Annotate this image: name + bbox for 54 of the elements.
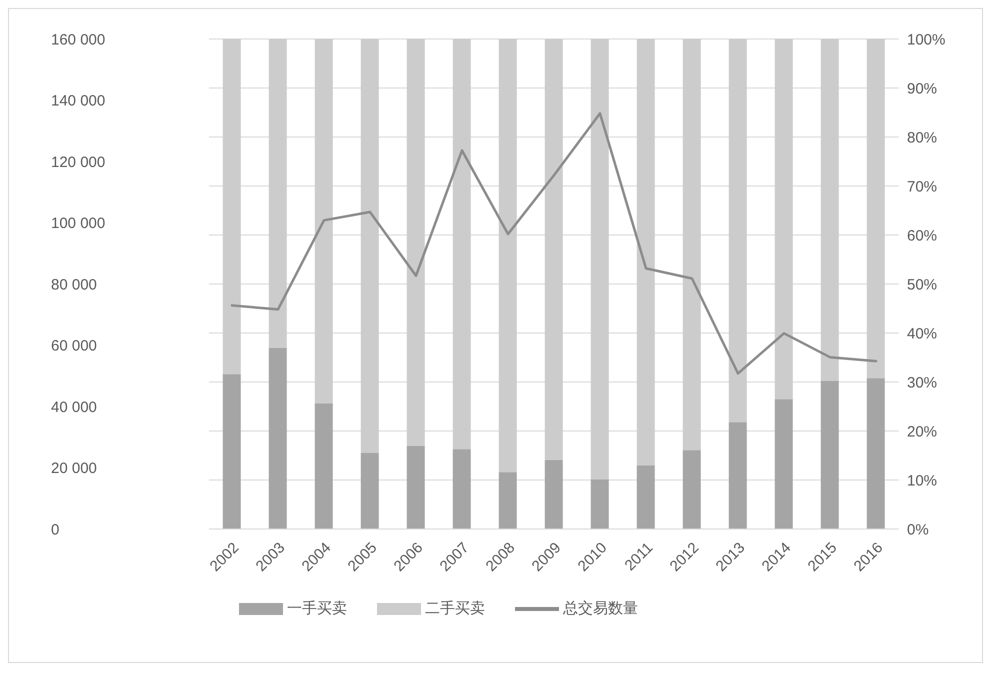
bar <box>636 39 655 466</box>
y2-tick-label: 60% <box>907 227 938 244</box>
y-tick-label: 20 000 <box>51 460 97 478</box>
y2-tick-label: 40% <box>907 325 938 342</box>
bar <box>636 465 655 529</box>
bar <box>452 449 471 529</box>
y2-tick-label: 80% <box>907 129 938 146</box>
bar <box>682 450 701 529</box>
y2-tick-label: 0% <box>907 521 929 538</box>
bar <box>314 404 333 529</box>
y2-tick-label: 50% <box>907 276 938 294</box>
legend-label: 总交易数量 <box>563 599 638 618</box>
bar <box>360 39 379 454</box>
y-tick-label: 60 000 <box>51 338 97 355</box>
y-tick-label: 40 000 <box>51 398 97 416</box>
y2-tick-label: 20% <box>907 423 938 440</box>
bar <box>728 422 747 529</box>
bar <box>590 480 609 529</box>
bar <box>268 39 287 348</box>
bar <box>544 39 563 460</box>
y2-tick-label: 90% <box>907 80 938 98</box>
bar <box>682 39 701 450</box>
y-tick-label: 140 000 <box>51 92 106 110</box>
legend-label: 二手买卖 <box>425 599 485 618</box>
bar <box>820 381 839 529</box>
y2-tick-label: 10% <box>907 472 938 490</box>
bar <box>314 39 333 404</box>
bar <box>820 39 839 382</box>
bar <box>590 39 609 480</box>
bar <box>866 39 885 378</box>
bar <box>544 460 563 529</box>
bar <box>222 374 241 529</box>
y2-tick-label: 30% <box>907 374 938 392</box>
y-tick-label: 120 000 <box>51 154 106 171</box>
bar <box>222 39 241 374</box>
bar <box>406 446 425 529</box>
legend-label: 一手买卖 <box>287 599 347 618</box>
line-series <box>230 112 878 375</box>
bar <box>728 39 747 422</box>
y-tick-label: 160 000 <box>51 31 106 48</box>
bar <box>498 39 517 472</box>
bar <box>360 453 379 529</box>
bar <box>268 348 287 529</box>
y-tick-label: 100 000 <box>51 215 106 232</box>
bar <box>774 39 793 400</box>
bar <box>498 472 517 529</box>
bar <box>406 39 425 446</box>
bar <box>774 399 793 529</box>
y2-tick-label: 70% <box>907 178 938 196</box>
bar <box>452 39 471 450</box>
y2-tick-label: 100% <box>907 31 946 48</box>
bar <box>866 378 885 529</box>
y-tick-label: 80 000 <box>51 276 97 294</box>
y-tick-label: 0 <box>51 521 60 538</box>
